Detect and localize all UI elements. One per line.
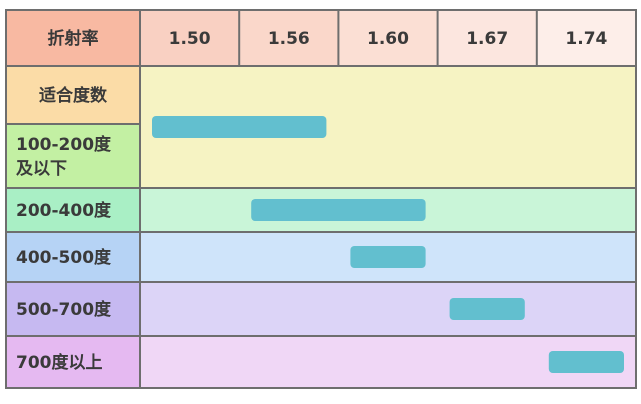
row-label: 及以下 xyxy=(16,159,67,179)
header-cell-1.74 xyxy=(536,10,636,66)
column-label-1.50: 1.50 xyxy=(169,29,211,49)
header-label-cell xyxy=(6,10,140,66)
row-label: 100-200度 xyxy=(16,134,112,155)
row-label: 500-700度 xyxy=(16,299,112,320)
row-label-cell-1 xyxy=(6,124,140,188)
row-label: 400-500度 xyxy=(16,247,112,268)
section-label: 适合度数 xyxy=(39,85,108,106)
header-label: 折射率 xyxy=(48,28,99,49)
range-bar-4 xyxy=(449,298,525,320)
column-label-1.74: 1.74 xyxy=(565,29,607,49)
column-label-1.56: 1.56 xyxy=(268,29,310,49)
row-label-cell-5 xyxy=(6,336,140,388)
range-bar-2 xyxy=(251,199,426,221)
range-bar-3 xyxy=(350,246,426,268)
row-band-4 xyxy=(140,282,636,336)
header-cell-1.50 xyxy=(140,10,240,66)
range-bar-5 xyxy=(548,351,624,373)
section-label-cell xyxy=(6,66,140,124)
column-label-1.67: 1.67 xyxy=(466,29,508,49)
row-label-cell-3 xyxy=(6,232,140,282)
header-cell-1.60 xyxy=(338,10,438,66)
table-border xyxy=(5,9,637,389)
row-label: 200-400度 xyxy=(16,200,112,221)
row-label-cell-2 xyxy=(6,188,140,232)
header-cell-1.67 xyxy=(437,10,537,66)
row-label: 700度以上 xyxy=(16,352,103,373)
range-bar-1 xyxy=(152,116,327,138)
header-cell-1.56 xyxy=(239,10,339,66)
row-label-cell-4 xyxy=(6,282,140,336)
column-label-1.60: 1.60 xyxy=(367,29,409,49)
